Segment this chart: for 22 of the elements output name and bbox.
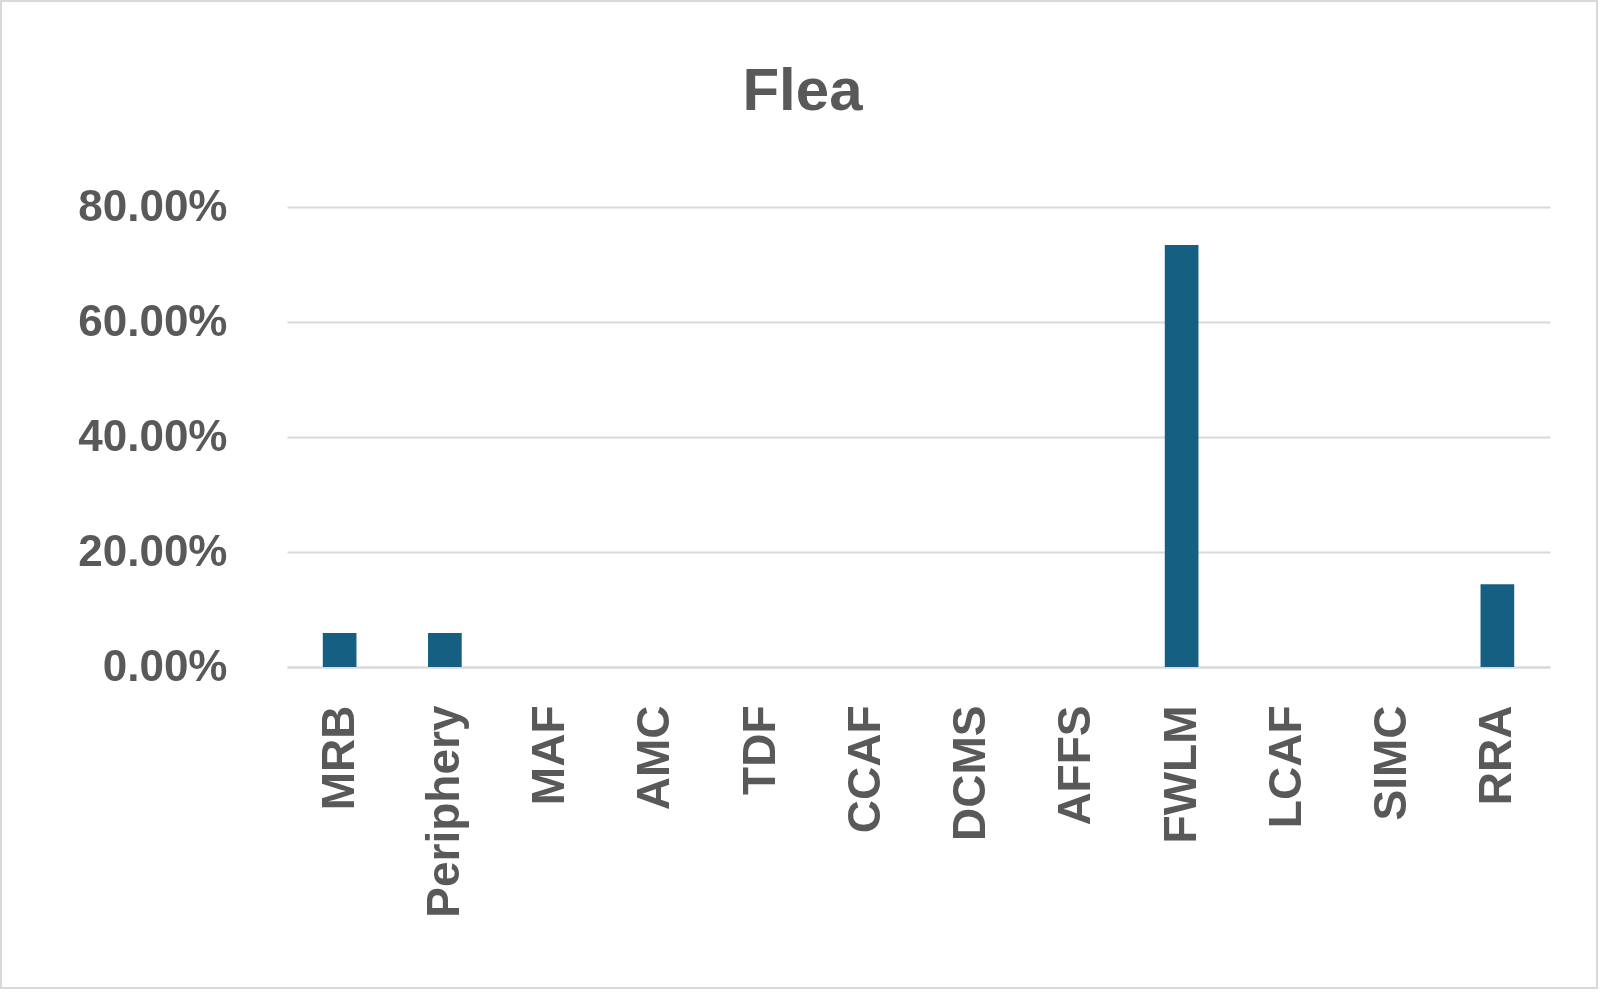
x-tick-label: FWLM [1153, 705, 1206, 844]
x-tick-label: TDF [732, 705, 785, 795]
x-tick-label: SIMC [1364, 705, 1417, 821]
x-tick-label: AFFS [1048, 705, 1101, 826]
x-tick-label: MRB [311, 705, 364, 811]
y-tick-label: 60.00% [78, 295, 228, 345]
y-tick-label: 0.00% [102, 640, 228, 690]
x-tick-label: RRA [1469, 705, 1522, 806]
y-tick-label: 80.00% [78, 180, 228, 230]
chart-title: Flea [742, 56, 864, 123]
x-tick-label: MAF [522, 705, 575, 806]
bar [1480, 584, 1515, 667]
x-tick-label: LCAF [1258, 705, 1311, 829]
y-tick-label: 40.00% [78, 410, 228, 460]
bar [428, 633, 462, 667]
x-tick-label: DCMS [943, 705, 996, 841]
y-tick-label: 20.00% [78, 525, 228, 575]
x-tick-label: AMC [627, 705, 680, 811]
x-tick-label: CCAF [837, 705, 890, 834]
bar [322, 633, 357, 667]
bar [1164, 244, 1199, 667]
x-tick-label: Periphery [416, 705, 469, 918]
